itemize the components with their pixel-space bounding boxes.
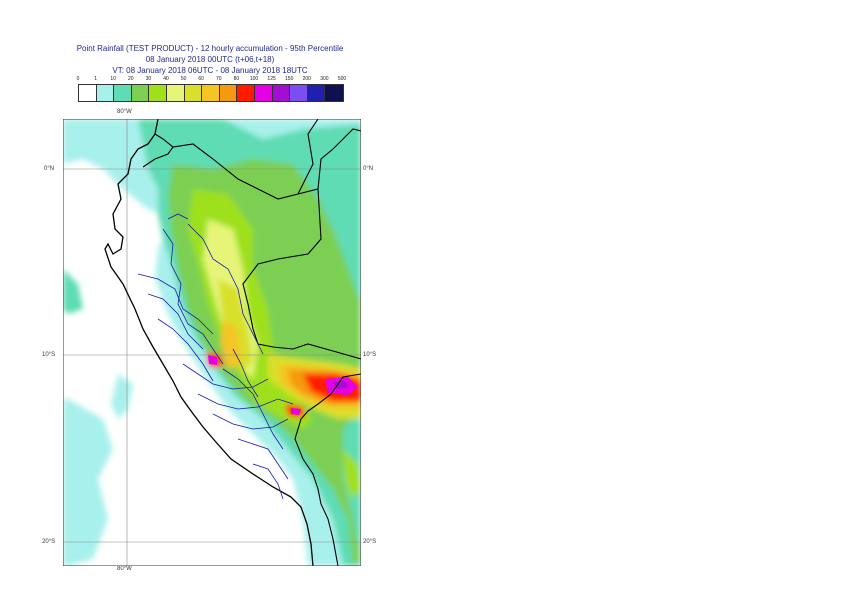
lat-label-right-10: 10°S (363, 352, 377, 358)
colorbar-threshold-label: 70 (216, 76, 222, 82)
country-borders (142, 119, 361, 566)
colorbar-threshold-label: 40 (163, 76, 169, 82)
colorbar-threshold-label: 125 (267, 76, 276, 82)
run-time-label: 08 January 2018 00UTC (t+06,t+18) (145, 55, 275, 64)
colorbar-swatch (79, 85, 97, 101)
lat-label-left-0: 0°N (44, 166, 55, 172)
colorbar-threshold-label: 20 (128, 76, 134, 82)
colorbar-threshold-label: 100 (249, 76, 259, 82)
colorbar-swatch (325, 85, 343, 101)
colorbar-threshold-label: 0 (76, 76, 80, 82)
colorbar-swatch (272, 85, 291, 101)
colorbar-threshold-label: 10 (110, 76, 116, 82)
colorbar-swatch (219, 85, 238, 101)
colorbar-swatch (202, 85, 220, 101)
colorbar-threshold-label: 60 (198, 76, 204, 82)
valid-time-label: VT: 08 January 2018 06UTC - 08 January 2… (112, 66, 308, 75)
colorbar-threshold-label: 300 (320, 76, 329, 82)
colorbar-threshold-label: 1 (94, 76, 97, 82)
colorbar-threshold-label: 30 (145, 76, 152, 82)
colorbar-swatch (166, 85, 185, 101)
lon-label-top: 80°W (117, 109, 132, 115)
colorbar-threshold-label: 500 (337, 76, 347, 82)
coastline (104, 119, 314, 566)
lon-label-bottom: 80°W (117, 566, 132, 572)
colorbar-swatch (307, 85, 326, 101)
lat-label-left-10: 10°S (42, 352, 56, 358)
colorbar-threshold-label: 50 (180, 76, 187, 82)
colorbar-legend (78, 84, 344, 102)
colorbar-swatch (96, 85, 115, 101)
colorbar-labels: 0 1 10 20 30 40 50 60 70 80 100 125 150 200 300 500 (70, 76, 360, 84)
colorbar-threshold-label: 80 (233, 76, 240, 82)
colorbar-swatch (184, 85, 203, 101)
colorbar-swatch (131, 85, 150, 101)
rainfall-map (63, 119, 361, 566)
region-borders (137, 213, 294, 500)
colorbar-swatch (114, 85, 132, 101)
graticule (63, 119, 361, 566)
colorbar-swatch (254, 85, 273, 101)
lat-label-right-0: 0°N (363, 166, 374, 172)
lat-label-left-20: 20°S (42, 539, 56, 545)
lat-label-right-20: 20°S (363, 539, 377, 545)
colorbar-swatch (237, 85, 255, 101)
colorbar-threshold-label: 200 (302, 76, 311, 82)
colorbar-swatch (149, 85, 167, 101)
chart-title: Point Rainfall (TEST PRODUCT) - 12 hourl… (76, 44, 344, 53)
colorbar-threshold-label: 150 (285, 76, 294, 82)
colorbar-swatch (290, 85, 308, 101)
